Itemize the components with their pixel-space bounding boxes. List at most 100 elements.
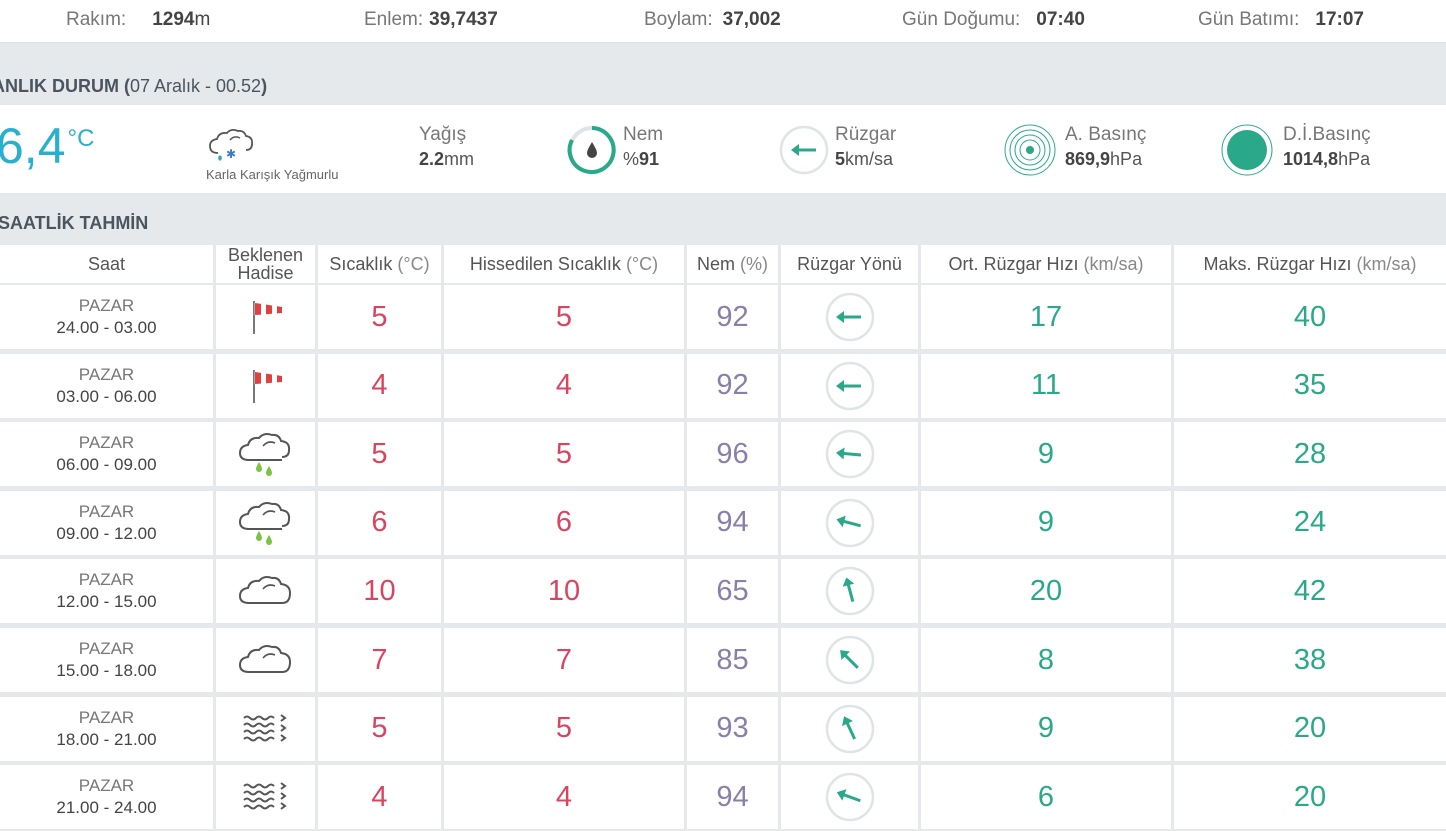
row-wind-avg: 9	[921, 696, 1171, 761]
wind-direction-arrow-icon	[781, 559, 918, 624]
header-humidity-label: Nem	[696, 254, 735, 274]
time-cell: PAZAR 18.00 - 21.00	[0, 696, 213, 761]
altitude: Rakım: 1294m	[66, 9, 210, 31]
time-cell: PAZAR 09.00 - 12.00	[0, 490, 213, 555]
wind-direction-arrow-icon	[781, 765, 918, 830]
row-wind-avg: 17	[921, 285, 1171, 349]
time-cell: PAZAR 15.00 - 18.00	[0, 628, 213, 692]
row-humidity: 93	[687, 696, 778, 761]
row-wind-avg: 9	[921, 422, 1171, 487]
table-row: PAZAR 03.00 - 06.00 4 4 92 11 35	[0, 353, 1446, 418]
row-wind-avg: 11	[921, 353, 1171, 418]
row-wind-max: 40	[1174, 285, 1446, 349]
cloud-icon	[216, 559, 315, 624]
sunrise-value: 07:40	[1036, 9, 1085, 30]
humidity-label: Nem	[623, 124, 664, 145]
wind-direction-icon	[779, 125, 829, 180]
latitude-value: 39,7437	[429, 9, 498, 30]
row-feels-like: 5	[444, 696, 684, 761]
header-feels-label: Hissedilen Sıcaklık	[469, 254, 621, 274]
current-conditions: 6,4°C ✱ Karla Karışık Yağmurlu Yağış 2.2…	[0, 105, 1446, 193]
row-feels-like: 10	[444, 559, 684, 624]
row-day: PAZAR	[78, 433, 135, 453]
header-wind-avg-label: Ort. Rüzgar Hızı	[948, 254, 1079, 274]
row-time-range: 09.00 - 12.00	[56, 523, 157, 543]
svg-text:✱: ✱	[226, 147, 236, 161]
row-day: PAZAR	[78, 776, 135, 796]
wind-label: Rüzgar	[835, 124, 897, 145]
row-humidity: 92	[687, 285, 778, 349]
row-temperature: 7	[318, 628, 441, 692]
wind-direction-arrow-icon	[781, 422, 918, 487]
row-day: PAZAR	[78, 364, 135, 384]
header-feels-unit: (°C)	[625, 254, 659, 274]
wind-direction-arrow-icon	[781, 628, 918, 692]
row-humidity: 94	[687, 765, 778, 830]
sunrise: Gün Doğumu: 07:40	[902, 9, 1085, 31]
pressure-label: A. Basınç	[1065, 124, 1147, 145]
sunset-label: Gün Batımı:	[1198, 9, 1300, 30]
table-row: PAZAR 06.00 - 09.00 5 5 96 9 28	[0, 422, 1446, 487]
condition-label: Karla Karışık Yağmurlu	[206, 167, 339, 182]
latitude-label: Enlem:	[364, 9, 424, 30]
precipitation: Yağış 2.2mm	[419, 123, 474, 171]
table-header: Saat Beklenen Hadise Sıcaklık (°C) Hissed…	[0, 245, 1446, 283]
cloud-snow-icon: ✱	[208, 127, 256, 168]
current-temperature: 6,4°C	[0, 121, 94, 171]
row-time-range: 03.00 - 06.00	[56, 386, 157, 406]
table-row: PAZAR 15.00 - 18.00 7 7 85 8 38	[0, 628, 1446, 692]
cloud-rain-icon	[216, 422, 315, 487]
header-wind-max-label: Maks. Rüzgar Hızı	[1203, 254, 1352, 274]
current-date: 07 Aralık - 00.52	[129, 76, 262, 96]
sea-pressure: D.İ.Basınç 1014,8hPa	[1283, 123, 1371, 171]
longitude: Boylam: 37,002	[644, 9, 781, 31]
humidity-value: 91	[639, 149, 660, 169]
row-temperature: 4	[318, 353, 441, 418]
sunset-value: 17:07	[1315, 9, 1364, 30]
altitude-label: Rakım:	[66, 9, 127, 30]
sea-pressure-label: D.İ.Basınç	[1283, 124, 1371, 145]
header-wind-avg-unit: (km/sa)	[1083, 254, 1144, 274]
row-wind-avg: 9	[921, 490, 1171, 555]
row-temperature: 10	[318, 559, 441, 624]
row-feels-like: 4	[444, 353, 684, 418]
temperature-value: 6,4	[0, 118, 66, 174]
humidity: Nem %91	[623, 123, 663, 171]
pressure: A. Basınç 869,9hPa	[1065, 123, 1146, 171]
row-time-range: 15.00 - 18.00	[56, 661, 157, 680]
header-wind-dir: Rüzgar Yönü	[781, 245, 918, 283]
sunrise-label: Gün Doğumu:	[902, 9, 1021, 30]
longitude-label: Boylam:	[644, 9, 713, 30]
wind-direction-arrow-icon	[781, 490, 918, 555]
cloud-rain-icon	[216, 490, 315, 555]
row-wind-max: 42	[1174, 559, 1446, 624]
windsock-icon	[216, 353, 315, 418]
sea-pressure-unit: hPa	[1338, 149, 1371, 169]
sea-pressure-icon	[1220, 123, 1274, 182]
row-temperature: 6	[318, 490, 441, 555]
row-feels-like: 7	[444, 628, 684, 692]
row-humidity: 94	[687, 490, 778, 555]
row-wind-max: 20	[1174, 696, 1446, 761]
location-info-bar: Rakım: 1294m Enlem: 39,7437 Boylam: 37,002 …	[0, 0, 1446, 43]
row-day: PAZAR	[78, 296, 135, 315]
header-wind-max: Maks. Rüzgar Hızı (km/sa)	[1174, 245, 1446, 283]
row-time-range: 06.00 - 09.00	[56, 455, 157, 475]
altitude-value: 1294	[152, 9, 195, 30]
table-row: PAZAR 09.00 - 12.00 6 6 94 9 24	[0, 490, 1446, 555]
row-humidity: 96	[687, 422, 778, 487]
row-wind-max: 38	[1174, 628, 1446, 692]
row-wind-max: 28	[1174, 422, 1446, 487]
row-wind-max: 24	[1174, 490, 1446, 555]
header-wind-max-unit: (km/sa)	[1356, 254, 1417, 274]
header-temp-unit: (°C)	[397, 254, 430, 274]
precip-label: Yağış	[419, 124, 467, 145]
row-time-range: 18.00 - 21.00	[56, 729, 157, 749]
row-feels-like: 4	[444, 765, 684, 830]
header-humidity-unit: (%)	[740, 254, 768, 274]
longitude-value: 37,002	[722, 9, 781, 30]
row-wind-max: 35	[1174, 353, 1446, 418]
header-feels: Hissedilen Sıcaklık (°C)	[444, 245, 684, 283]
latitude: Enlem: 39,7437	[364, 9, 498, 31]
header-humidity: Nem (%)	[687, 245, 778, 283]
